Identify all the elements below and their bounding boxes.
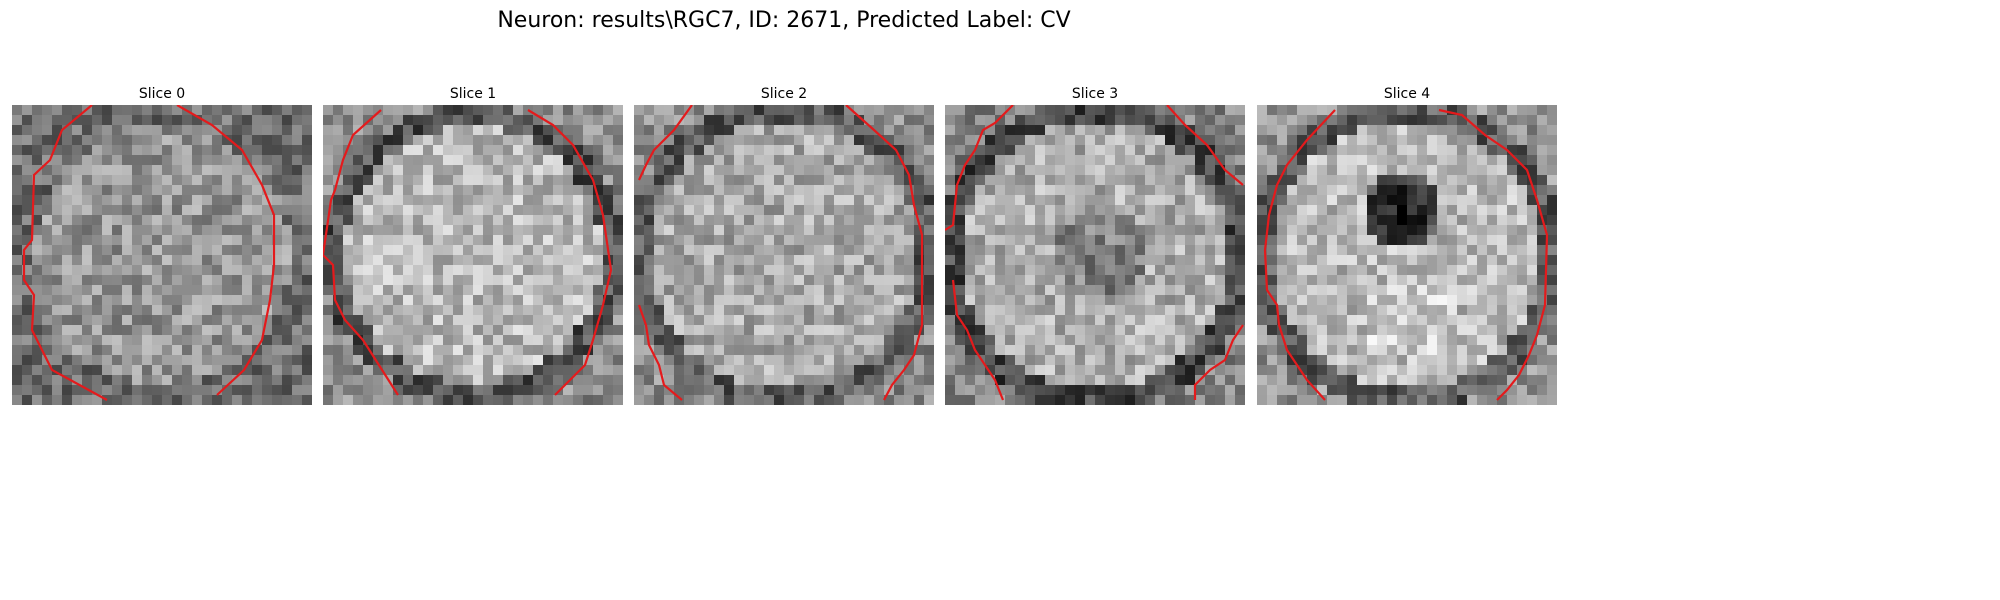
contour-overlay-1: [323, 109, 613, 396]
figure-title: Neuron: results\RGC7, ID: 2671, Predicte…: [497, 8, 1071, 33]
slice-image-4: [1257, 105, 1557, 405]
slice-image-1: [323, 105, 623, 405]
slice-image-0: [12, 105, 312, 405]
contour-line-right-1: [527, 109, 613, 396]
slice-canvas-3: [945, 105, 1245, 405]
contour-line-top-left-3: [945, 105, 1014, 231]
slice-panel-2: Slice 2: [634, 86, 934, 406]
slice-panel-0: Slice 0: [12, 86, 312, 406]
contour-line-bottom-left-3: [951, 279, 1005, 401]
slice-title-4: Slice 4: [1383, 86, 1431, 102]
contour-line-right-2: [845, 105, 924, 401]
slice-panel-3: Slice 3: [945, 86, 1245, 406]
contour-overlay-3: [945, 105, 1244, 401]
slice-canvas-2: [634, 105, 934, 405]
contour-line-right-0: [176, 105, 276, 396]
contour-overlay-4: [1263, 108, 1549, 401]
slice-canvas-0: [12, 105, 312, 405]
contour-line-right-4: [1438, 108, 1549, 401]
contour-line-top-right-3: [1166, 105, 1244, 186]
slice-title-0: Slice 0: [138, 86, 186, 102]
figure: Neuron: results\RGC7, ID: 2671, Predicte…: [12, 8, 1557, 406]
slice-panel-4: Slice 4: [1257, 86, 1557, 406]
contour-line-bottom-right-3: [1193, 324, 1244, 400]
slice-title-2: Slice 2: [760, 86, 808, 102]
contour-line-left-4: [1263, 109, 1336, 401]
contour-overlay-0: [22, 105, 276, 401]
contour-overlay-2: [637, 105, 924, 401]
contour-line-left-1: [323, 109, 399, 396]
slice-image-2: [634, 105, 934, 405]
contour-line-top-left-2: [638, 105, 693, 181]
slice-title-1: Slice 1: [449, 86, 497, 102]
slice-canvas-4: [1257, 105, 1557, 405]
slice-title-3: Slice 3: [1071, 86, 1119, 102]
slice-panel-1: Slice 1: [323, 86, 623, 406]
contour-line-bottom-left-2: [637, 304, 683, 401]
slice-image-3: [945, 105, 1245, 405]
contour-line-left-0: [22, 105, 108, 401]
